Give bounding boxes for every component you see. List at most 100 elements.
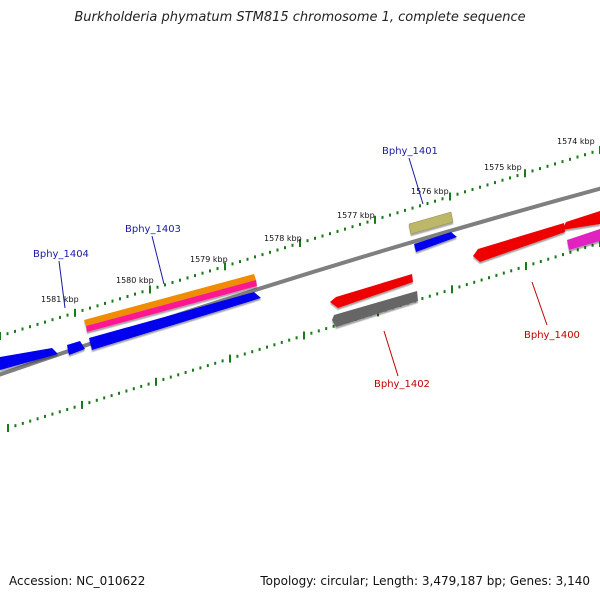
gene-label-bphy-1400[interactable]: Bphy_1400 xyxy=(524,330,580,341)
outer-tick-59 xyxy=(441,197,444,201)
gene-rna-orange-feature[interactable] xyxy=(84,274,256,326)
outer-tick-38 xyxy=(284,246,286,250)
inner-tick-44 xyxy=(332,324,335,328)
outer-tick-9 xyxy=(66,313,69,317)
scale-label-1577: 1577 kbp xyxy=(337,211,375,220)
inner-tick-1 xyxy=(14,424,17,428)
gene-label-bphy-1403[interactable]: Bphy_1403 xyxy=(125,224,181,235)
outer-tick-20 xyxy=(149,285,151,294)
outer-tick-6 xyxy=(44,320,46,324)
inner-tick-13 xyxy=(103,396,106,400)
outer-tick-26 xyxy=(194,274,196,278)
outer-tick-track xyxy=(0,146,600,340)
inner-tick-59 xyxy=(443,290,446,294)
inner-tick-33 xyxy=(251,350,254,354)
inner-tick-73 xyxy=(547,257,550,261)
inner-tick-2 xyxy=(21,421,24,425)
inner-tick-28 xyxy=(214,361,217,365)
outer-tick-48 xyxy=(359,222,361,226)
inner-tick-56 xyxy=(421,297,424,300)
outer-tick-53 xyxy=(396,211,399,215)
outer-tick-25 xyxy=(186,276,189,280)
gene-label-bphy-1402[interactable]: Bphy_1402 xyxy=(374,379,430,390)
gene-small-blue-feature[interactable] xyxy=(67,341,85,355)
inner-tick-26 xyxy=(199,366,202,370)
gene-bphy-1404-feature[interactable] xyxy=(0,348,58,370)
inner-tick-37 xyxy=(280,340,283,344)
chromosome-backbone xyxy=(0,186,600,377)
inner-tick-76 xyxy=(569,250,572,254)
leader-bphy-1403 xyxy=(151,235,165,285)
outer-tick-77 xyxy=(576,155,579,159)
gene-label-bphy-1404[interactable]: Bphy_1404 xyxy=(33,249,89,260)
outer-tick-70 xyxy=(524,169,526,178)
inner-tick-3 xyxy=(29,419,32,423)
inner-tick-17 xyxy=(132,387,135,391)
gene-cds-blue-feature[interactable] xyxy=(414,232,457,252)
outer-tick-24 xyxy=(179,278,181,282)
outer-tick-18 xyxy=(134,292,136,296)
outer-tick-36 xyxy=(269,250,271,254)
inner-tick-34 xyxy=(258,347,261,351)
outer-tick-34 xyxy=(254,255,256,259)
inner-tick-61 xyxy=(458,285,461,289)
outer-tick-23 xyxy=(171,281,174,284)
outer-tick-10 xyxy=(74,308,76,317)
leader-bphy-1401 xyxy=(408,157,424,205)
inner-tick-23 xyxy=(177,373,180,377)
gene-bphy-1401-feature[interactable] xyxy=(408,211,454,235)
inner-tick-69 xyxy=(517,266,520,270)
outer-tick-16 xyxy=(119,297,121,301)
outer-tick-5 xyxy=(36,322,39,326)
outer-tick-63 xyxy=(471,188,474,191)
outer-tick-64 xyxy=(479,185,481,189)
outer-tick-28 xyxy=(209,269,211,273)
inner-tick-5 xyxy=(44,414,46,418)
outer-tick-71 xyxy=(531,169,534,173)
gene-label-bphy-1401[interactable]: Bphy_1401 xyxy=(382,146,438,157)
inner-tick-39 xyxy=(295,336,298,340)
outer-tick-47 xyxy=(351,225,354,229)
inner-tick-16 xyxy=(125,389,128,393)
inner-tick-24 xyxy=(184,371,187,374)
map-title: Burkholderia phymatum STM815 chromosome … xyxy=(74,10,526,25)
inner-tick-36 xyxy=(273,343,276,347)
outer-tick-54 xyxy=(404,208,406,212)
inner-tick-29 xyxy=(221,359,224,363)
outer-tick-76 xyxy=(569,157,571,161)
outer-tick-40 xyxy=(299,239,301,247)
outer-tick-56 xyxy=(419,204,421,208)
outer-tick-62 xyxy=(464,190,466,194)
inner-tick-27 xyxy=(206,364,209,368)
inner-tick-66 xyxy=(495,273,498,277)
inner-tick-30 xyxy=(229,354,231,363)
outer-tick-75 xyxy=(561,160,564,164)
inner-tick-64 xyxy=(480,278,483,282)
leader-bphy-1404 xyxy=(58,260,66,309)
outer-tick-15 xyxy=(111,299,114,303)
outer-tick-17 xyxy=(126,295,129,298)
scale-label-1580: 1580 kbp xyxy=(116,276,154,285)
outer-tick-79 xyxy=(591,150,594,154)
gene-bphy-1402-feature[interactable] xyxy=(330,274,413,308)
gene-bphy-1403-feature[interactable] xyxy=(89,292,261,350)
outer-tick-8 xyxy=(59,315,61,319)
inner-tick-6 xyxy=(51,412,54,416)
outer-tick-52 xyxy=(389,213,391,217)
outer-tick-72 xyxy=(539,167,541,171)
inner-tick-20 xyxy=(155,377,157,386)
inner-tick-71 xyxy=(532,262,535,266)
gene-gray-feature[interactable] xyxy=(332,291,418,327)
inner-tick-72 xyxy=(539,260,542,263)
inner-tick-40 xyxy=(303,331,305,340)
outer-tick-44 xyxy=(329,232,331,236)
inner-tick-14 xyxy=(110,394,113,398)
accession-text: Accession: NC_010622 xyxy=(9,574,146,588)
gene-red-right-upper-feature[interactable] xyxy=(562,211,600,230)
gene-pink-feature[interactable] xyxy=(86,280,257,332)
gene-magenta-right-feature[interactable] xyxy=(567,229,600,250)
inner-tick-4 xyxy=(36,417,39,421)
outer-tick-7 xyxy=(51,318,54,322)
inner-tick-67 xyxy=(502,271,505,275)
gene-bphy-1400-feature[interactable] xyxy=(473,223,565,262)
